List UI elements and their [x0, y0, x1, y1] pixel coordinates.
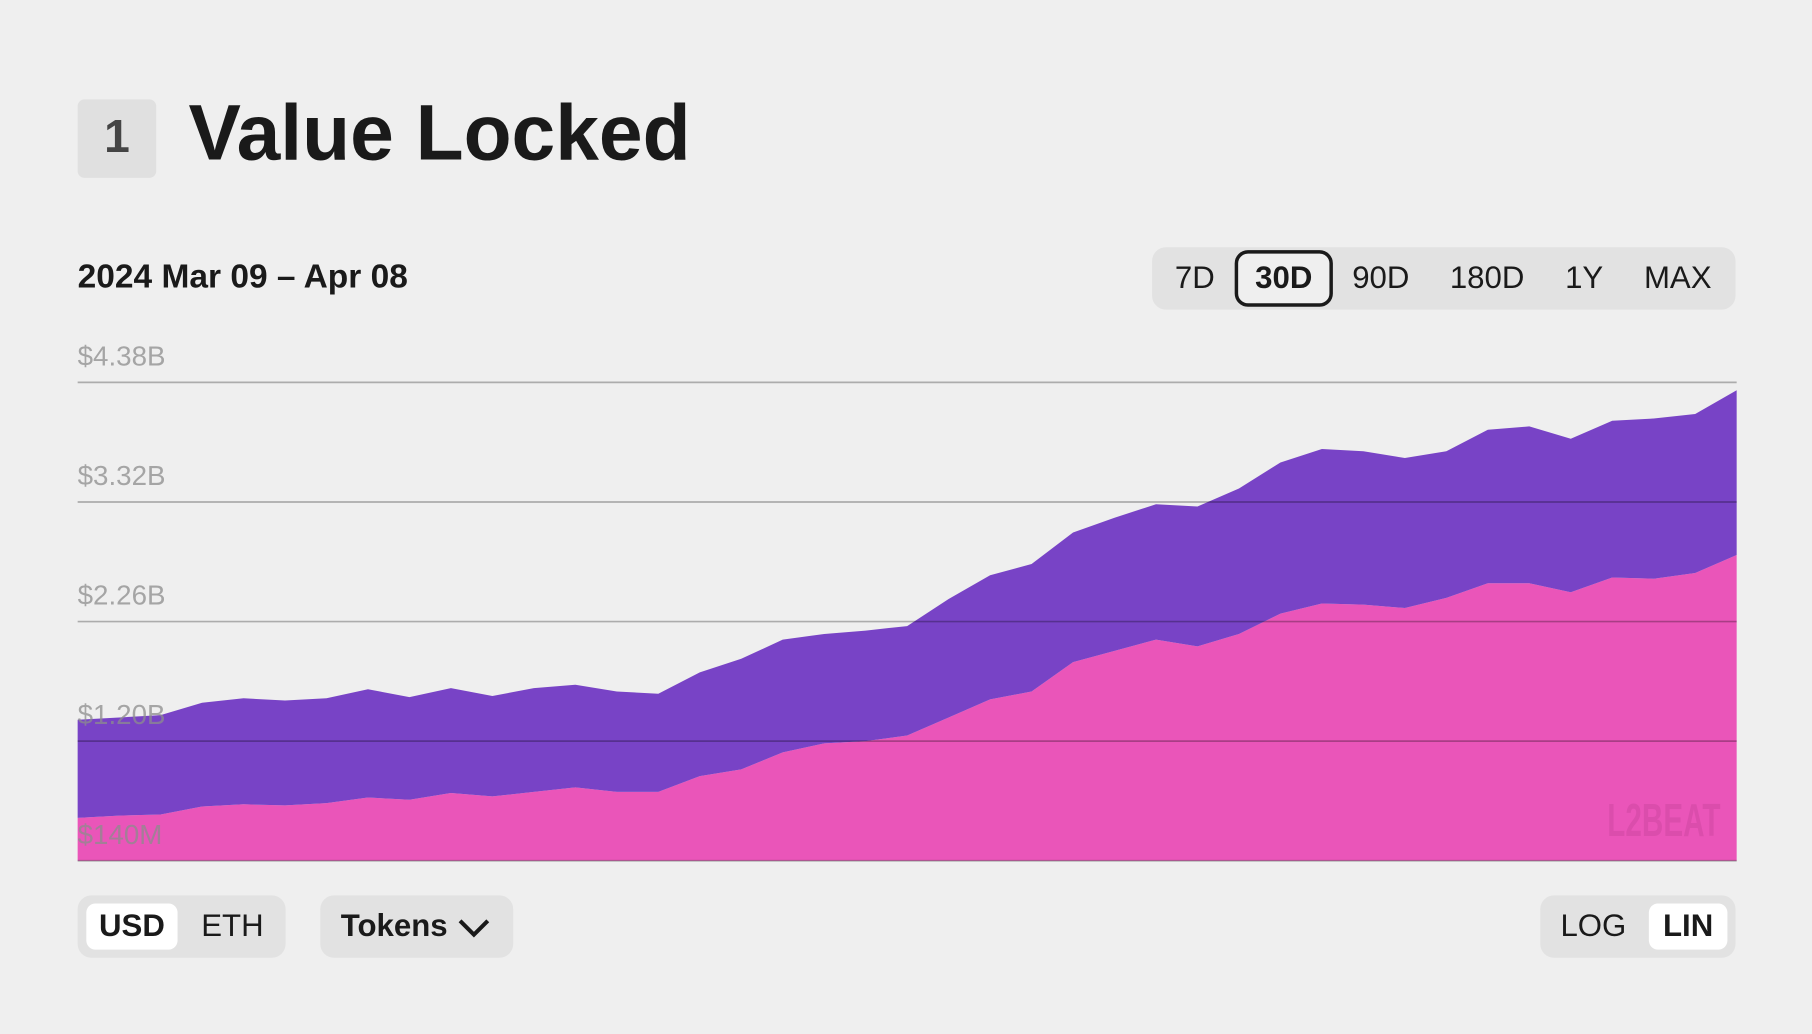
tokens-label[interactable]: Tokens: [341, 908, 448, 943]
y-tick-label: $140M: [78, 819, 163, 850]
option[interactable]: MAX: [1644, 260, 1712, 295]
y-tick-label: $4.38B: [78, 340, 166, 371]
title: Value Locked: [189, 88, 691, 176]
watermark: L2BEAT: [1607, 794, 1720, 846]
option[interactable]: 180D: [1450, 260, 1525, 295]
y-tick-label: $2.26B: [78, 580, 166, 611]
option[interactable]: LIN: [1663, 908, 1713, 943]
option[interactable]: LOG: [1560, 908, 1626, 943]
selected-option[interactable]: [1648, 903, 1728, 950]
area: [77, 554, 1737, 861]
option[interactable]: 1Y: [1565, 260, 1603, 295]
y-tick-label: $3.32B: [78, 460, 166, 491]
tokens-button[interactable]: [320, 895, 514, 958]
badge-box: [77, 99, 157, 178]
option[interactable]: 7D: [1175, 260, 1215, 295]
option[interactable]: 30D: [1255, 260, 1312, 295]
badge: 1: [104, 110, 130, 162]
option[interactable]: ETH: [201, 908, 263, 943]
area: [77, 390, 1737, 818]
chevron[interactable]: [458, 919, 490, 938]
y-tick-label: $1.20B: [78, 699, 166, 730]
date-range: 2024 Mar 09 – Apr 08: [78, 258, 408, 295]
option[interactable]: 90D: [1352, 260, 1409, 295]
selected-option[interactable]: [86, 903, 178, 950]
selected-option[interactable]: [1234, 250, 1333, 307]
option[interactable]: USD: [99, 908, 165, 943]
